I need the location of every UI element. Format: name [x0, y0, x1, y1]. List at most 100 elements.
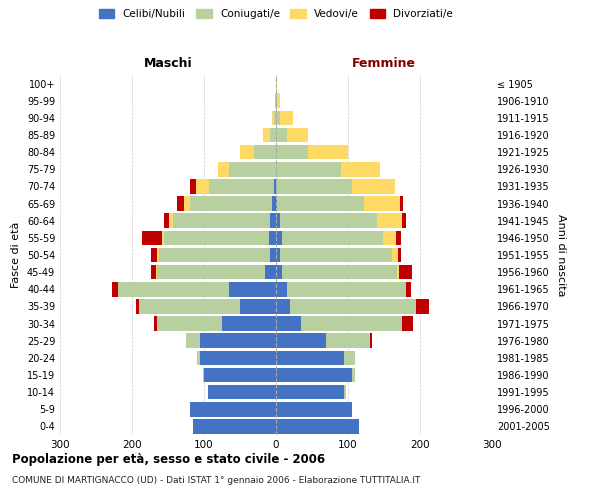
Bar	[276, 179, 352, 194]
Bar	[229, 162, 276, 176]
Bar	[190, 196, 272, 211]
Bar	[397, 265, 399, 280]
Text: COMUNE DI MARTIGNACCO (UD) - Dati ISTAT 1° gennaio 2006 - Elaborazione TUTTITALI: COMUNE DI MARTIGNACCO (UD) - Dati ISTAT …	[12, 476, 421, 485]
Bar	[272, 110, 274, 125]
Bar	[136, 299, 139, 314]
Bar	[276, 214, 280, 228]
Bar	[265, 265, 276, 280]
Bar	[280, 110, 293, 125]
Bar	[164, 214, 169, 228]
Bar	[352, 179, 395, 194]
Bar	[200, 334, 276, 348]
Bar	[383, 230, 395, 245]
Bar	[406, 282, 412, 296]
Bar	[157, 316, 222, 331]
Bar	[276, 110, 280, 125]
Y-axis label: Anni di nascita: Anni di nascita	[556, 214, 566, 296]
Bar	[157, 265, 265, 280]
Bar	[229, 282, 276, 296]
Bar	[190, 402, 276, 416]
Bar	[176, 196, 184, 211]
Bar	[301, 316, 402, 331]
Bar	[280, 248, 392, 262]
Legend: Celibi/Nubili, Coniugati/e, Vedovi/e, Divorziati/e: Celibi/Nubili, Coniugati/e, Vedovi/e, Di…	[95, 5, 457, 24]
Bar	[272, 196, 276, 211]
Bar	[269, 230, 276, 245]
Bar	[276, 128, 287, 142]
Bar	[197, 350, 200, 365]
Bar	[270, 128, 276, 142]
Bar	[276, 316, 301, 331]
Bar	[151, 248, 157, 262]
Bar	[173, 214, 270, 228]
Text: Femmine: Femmine	[352, 57, 416, 70]
Bar	[270, 214, 276, 228]
Bar	[276, 162, 341, 176]
Bar	[400, 196, 403, 211]
Bar	[276, 196, 277, 211]
Bar	[282, 230, 383, 245]
Bar	[276, 265, 282, 280]
Bar	[276, 94, 277, 108]
Text: Maschi: Maschi	[143, 57, 193, 70]
Bar	[344, 350, 355, 365]
Bar	[276, 368, 352, 382]
Bar	[204, 368, 276, 382]
Bar	[416, 299, 430, 314]
Bar	[370, 334, 372, 348]
Bar	[190, 179, 196, 194]
Bar	[157, 248, 158, 262]
Bar	[158, 248, 270, 262]
Bar	[274, 179, 276, 194]
Bar	[276, 350, 344, 365]
Bar	[184, 196, 190, 211]
Bar	[193, 419, 276, 434]
Bar	[186, 334, 200, 348]
Bar	[395, 230, 401, 245]
Bar	[326, 334, 370, 348]
Bar	[344, 385, 346, 400]
Bar	[377, 214, 402, 228]
Bar	[240, 145, 254, 160]
Bar	[208, 385, 276, 400]
Bar	[290, 299, 416, 314]
Bar	[154, 316, 157, 331]
Bar	[276, 334, 326, 348]
Bar	[274, 110, 276, 125]
Bar	[280, 214, 377, 228]
Bar	[282, 265, 397, 280]
Bar	[276, 145, 308, 160]
Y-axis label: Fasce di età: Fasce di età	[11, 222, 21, 288]
Bar	[222, 316, 276, 331]
Bar	[402, 214, 406, 228]
Bar	[308, 145, 348, 160]
Bar	[151, 265, 157, 280]
Bar	[287, 128, 308, 142]
Bar	[276, 76, 277, 91]
Bar	[276, 402, 352, 416]
Text: Popolazione per età, sesso e stato civile - 2006: Popolazione per età, sesso e stato civil…	[12, 452, 325, 466]
Bar	[263, 128, 270, 142]
Bar	[164, 230, 269, 245]
Bar	[240, 299, 276, 314]
Bar	[139, 299, 240, 314]
Bar	[142, 230, 162, 245]
Bar	[277, 196, 364, 211]
Bar	[398, 248, 401, 262]
Bar	[270, 248, 276, 262]
Bar	[364, 196, 400, 211]
Bar	[276, 385, 344, 400]
Bar	[276, 230, 282, 245]
Bar	[200, 350, 276, 365]
Bar	[392, 248, 398, 262]
Bar	[276, 299, 290, 314]
Bar	[276, 248, 280, 262]
Bar	[209, 179, 274, 194]
Bar	[341, 162, 380, 176]
Bar	[399, 265, 412, 280]
Bar	[254, 145, 276, 160]
Bar	[112, 282, 118, 296]
Bar	[203, 368, 204, 382]
Bar	[402, 316, 413, 331]
Bar	[218, 162, 229, 176]
